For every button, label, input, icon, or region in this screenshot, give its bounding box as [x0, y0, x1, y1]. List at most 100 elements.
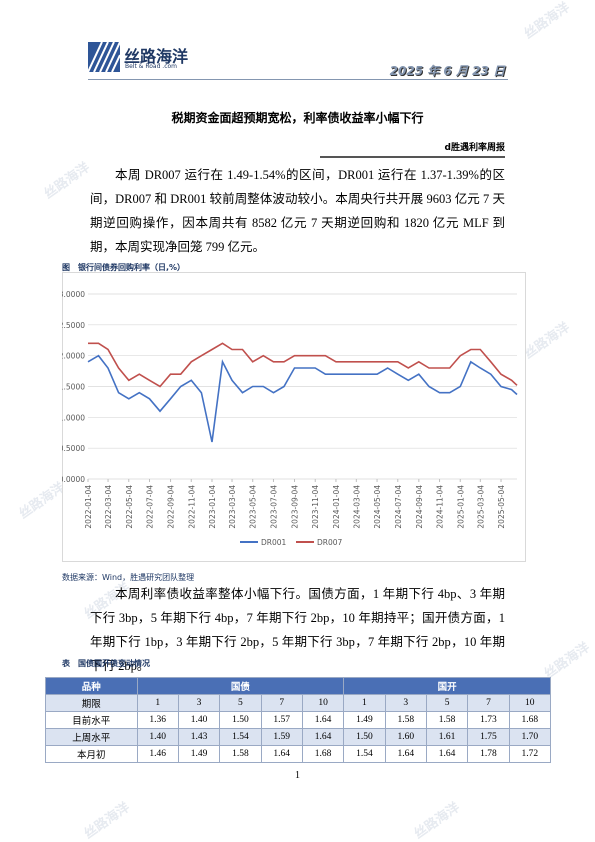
table-cell: 1.46 [136, 745, 179, 763]
watermark: 丝路海洋 [541, 640, 593, 683]
paragraph: 本周 DR007 运行在 1.49-1.54%的区间，DR001 运行在 1.3… [90, 168, 505, 254]
watermark: 丝路海洋 [81, 800, 133, 842]
paragraph: 本周利率债收益率整体小幅下行。国债方面，1 年期下行 4bp、3 年期下行 3b… [90, 587, 505, 673]
report-name: d胜遇利率周报 [444, 143, 505, 153]
y-tick-label: 3.0000 [62, 290, 85, 299]
table-cell: 10 [508, 694, 552, 712]
x-tick-label: 2025-01-04 [456, 485, 465, 529]
table-cell: 1 [343, 694, 386, 712]
table-cell: 1.57 [260, 711, 303, 729]
table-row: 目前水平 1.36 1.40 1.50 1.57 1.64 1.49 1.58 1.58 1.73… [45, 711, 552, 729]
x-tick-label: 2022-09-04 [167, 485, 176, 529]
table-cell: 1.78 [467, 745, 510, 763]
table-cell: 本月初 [45, 745, 138, 763]
x-tick-label: 2024-03-04 [352, 485, 361, 529]
table-cell: 1.49 [177, 745, 221, 763]
table-cell: 1 [136, 694, 179, 712]
x-tick-label: 2022-03-04 [104, 485, 113, 529]
x-tick-label: 2022-01-04 [84, 485, 93, 529]
x-tick-label: 2024-01-04 [332, 485, 341, 529]
table-cell: 1.70 [508, 728, 552, 746]
y-tick-label: 0.5000 [62, 444, 85, 453]
y-tick-label: 1.5000 [62, 383, 85, 392]
table-cell: 1.36 [136, 711, 179, 729]
table-cell: 期限 [45, 694, 138, 712]
table-cell: 1.64 [425, 745, 469, 763]
x-tick-label: 2023-09-04 [291, 485, 300, 529]
table-cell: 1.58 [384, 711, 427, 729]
table-cell: 1.61 [425, 728, 469, 746]
legend-label: DR001 [261, 538, 287, 547]
table-cell: 品种 [45, 677, 138, 695]
table-cell: 1.64 [260, 745, 303, 763]
x-tick-label: 2022-05-04 [125, 485, 134, 529]
table-cell: 国开 [343, 677, 551, 695]
table-cell: 1.58 [425, 711, 469, 729]
watermark: 丝路海洋 [41, 160, 93, 203]
table-cell: 5 [425, 694, 469, 712]
x-tick-label: 2025-05-04 [497, 485, 506, 529]
table-cell: 1.54 [219, 728, 262, 746]
table-cell: 上周水平 [45, 728, 138, 746]
table-cell: 1.58 [219, 745, 262, 763]
line [88, 342, 518, 388]
table-row: 品种 国债 国开 [45, 677, 551, 695]
title: 税期资金面超预期宽松，利率债收益率小幅下行 [171, 111, 424, 125]
table-cell: 7 [467, 694, 510, 712]
table-row: 上周水平 1.40 1.43 1.54 1.59 1.64 1.50 1.60 1.61 1.75… [45, 728, 552, 746]
table-cell: 国债 [136, 677, 345, 695]
figure-caption: 图 银行间债券回购利率（日,%） [62, 263, 186, 272]
report-rule [320, 156, 505, 158]
line [87, 354, 518, 443]
x-tick-label: 2022-11-04 [187, 485, 196, 529]
x-tick-label: 2023-01-04 [208, 485, 217, 529]
x-tick-label: 2025-03-04 [476, 485, 485, 529]
table-cell: 1.40 [177, 711, 221, 729]
table-cell: 1.75 [467, 728, 510, 746]
x-tick-label: 2024-07-04 [394, 485, 403, 529]
logo-icon [88, 42, 120, 72]
table-cell: 1.68 [508, 711, 552, 729]
header-rule [88, 79, 508, 80]
source: 数据来源：Wind，胜遇研究团队整理 [62, 573, 195, 582]
table: 品种 国债 国开 期限 1 3 5 7 10 1 3 5 7 10 目前水平 1.36 1.40 1.50 1.57… [45, 677, 552, 763]
table-cell: 1.50 [343, 728, 386, 746]
logo-sub: Belt & Road .com [125, 63, 178, 70]
chart: 0.0000 0.5000 1.0000 1.5000 2.0000 2.5000 3.00… [62, 272, 526, 562]
page-number: 1 [295, 770, 300, 781]
table-cell: 1.54 [343, 745, 386, 763]
table-cell: 1.68 [301, 745, 345, 763]
table-cell: 1.49 [343, 711, 386, 729]
watermark: 丝路海洋 [411, 800, 463, 842]
watermark: 丝路海洋 [521, 320, 573, 363]
x-tick-label: 2023-07-04 [269, 485, 278, 529]
table-cell: 1.50 [219, 711, 262, 729]
table-cell: 3 [384, 694, 427, 712]
x-tick-label: 2024-11-04 [436, 485, 445, 529]
date: 2025 年 6 月 23 日 [389, 64, 505, 78]
table-cell: 1.40 [136, 728, 179, 746]
table-cell: 1.60 [384, 728, 427, 746]
table-cell: 1.43 [177, 728, 221, 746]
table-cell: 1.64 [384, 745, 427, 763]
x-tick-label: 2023-11-04 [311, 485, 320, 529]
table-cell: 1.73 [467, 711, 510, 729]
y-tick-label: 2.0000 [62, 352, 85, 361]
table-row: 本月初 1.46 1.49 1.58 1.64 1.68 1.54 1.64 1.64 1.78 1… [45, 745, 552, 763]
table-cell: 5 [219, 694, 262, 712]
x-tick-label: 2023-05-04 [249, 485, 258, 529]
logo-text: 丝路海洋 [124, 47, 189, 66]
x-tick-label: 2023-03-04 [228, 485, 237, 529]
table-cell: 10 [301, 694, 345, 712]
table-cell: 1.64 [301, 728, 345, 746]
table-cell: 目前水平 [45, 711, 138, 729]
y-tick-label: 0.0000 [62, 475, 85, 484]
table-row: 期限 1 3 5 7 10 1 3 5 7 10 [45, 694, 552, 712]
table-cell: 1.64 [301, 711, 345, 729]
y-tick-label: 1.0000 [62, 413, 85, 422]
x-tick-label: 2024-09-04 [415, 485, 424, 529]
table-cell: 3 [177, 694, 221, 712]
table-cell: 7 [260, 694, 303, 712]
watermark: 丝路海洋 [521, 0, 573, 43]
